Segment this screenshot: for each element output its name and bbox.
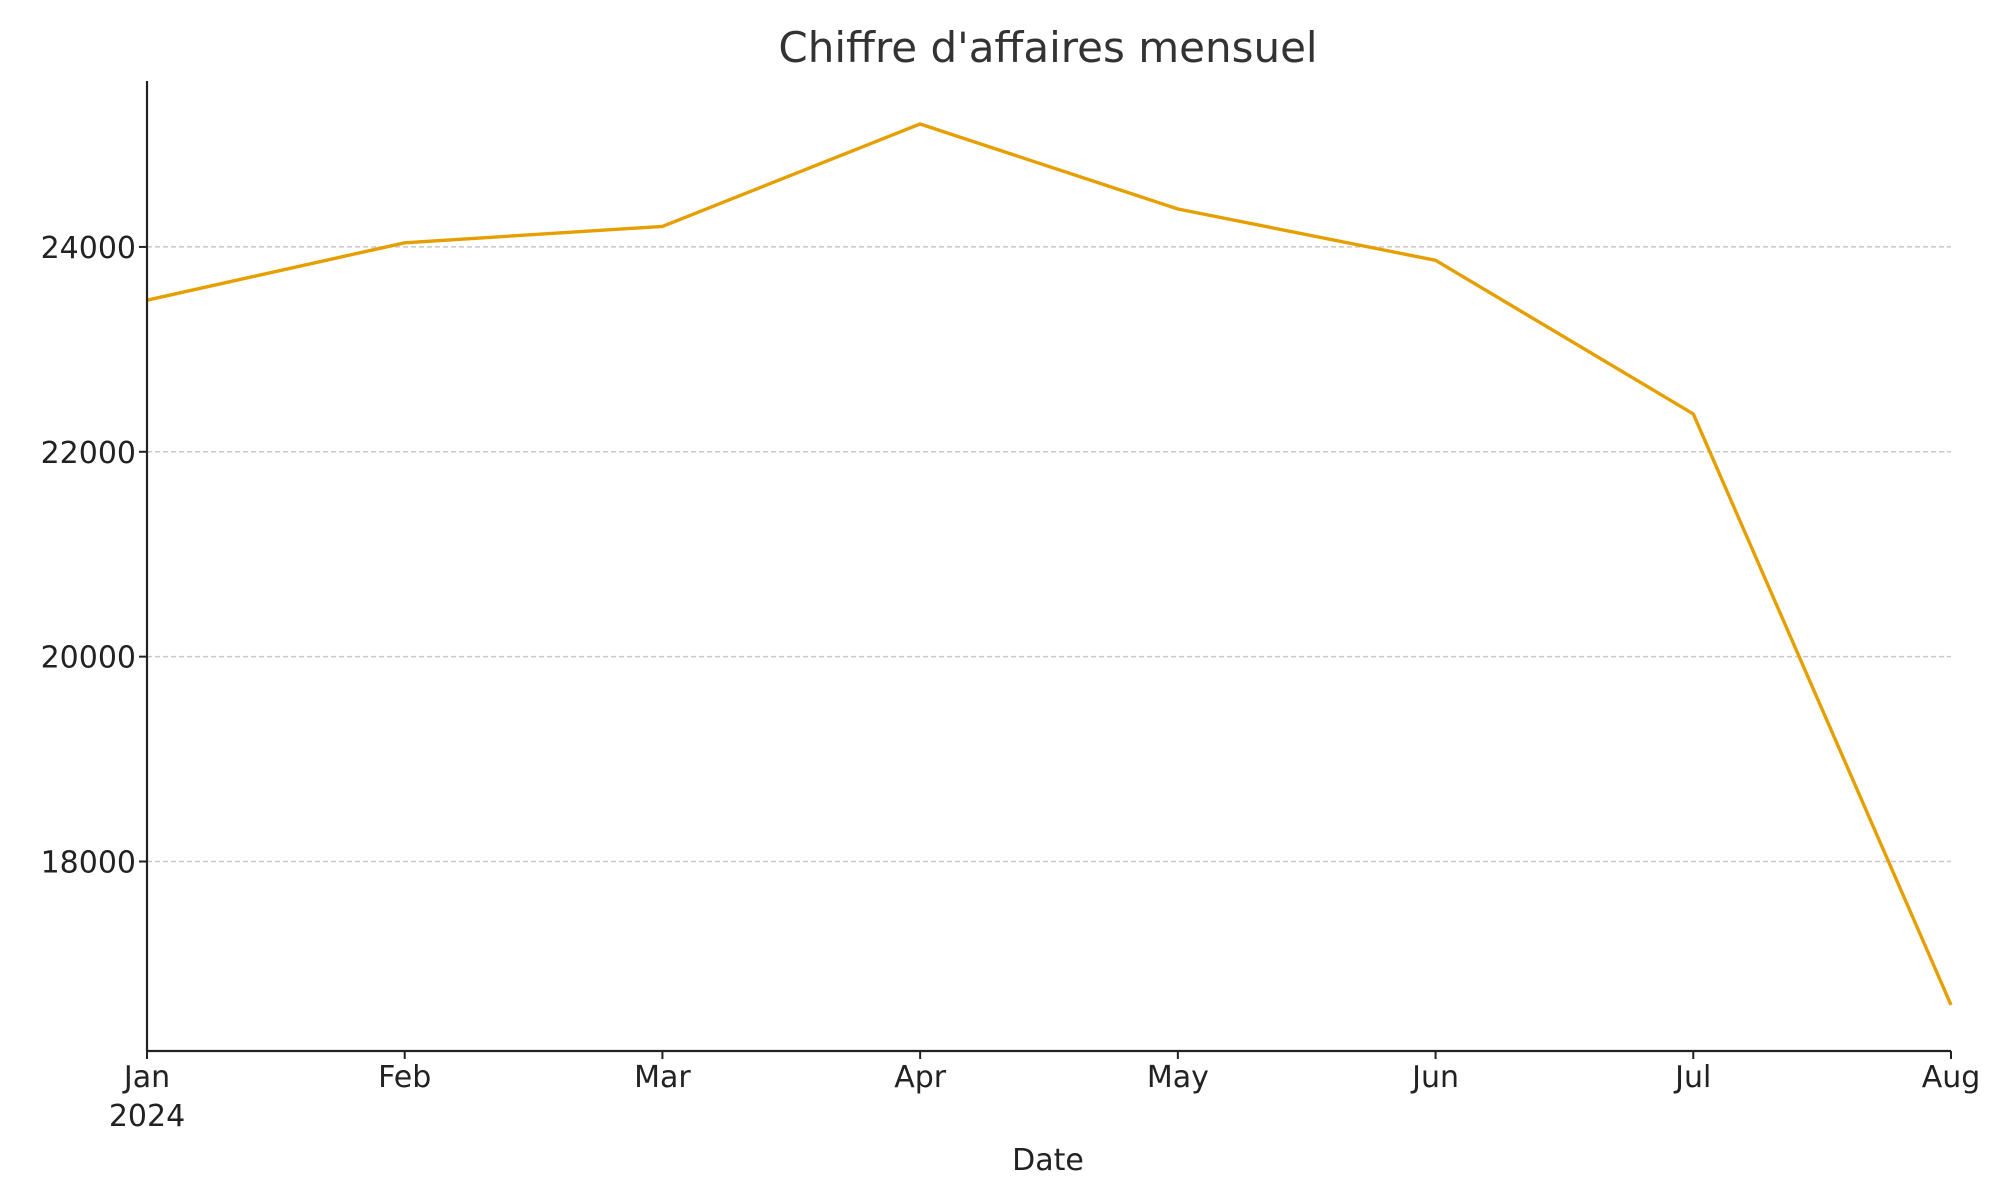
x-axis-ticks: Jan Feb Mar Apr May Jun Jul Aug [122, 1051, 1980, 1095]
y-tick-label: 22000 [41, 436, 136, 471]
series-line [146, 122, 1953, 1006]
x-tick-label: Mar [634, 1060, 691, 1095]
x-tick-label: Apr [894, 1060, 947, 1095]
y-tick-label: 18000 [41, 846, 136, 881]
y-axis-ticks: 18000 20000 22000 24000 [41, 231, 147, 881]
x-tick-label: Aug [1922, 1060, 1981, 1095]
y-tick-label: 24000 [41, 231, 136, 266]
x-tick-label: Jan [122, 1060, 170, 1095]
x-tick-label: Feb [378, 1060, 431, 1095]
x-axis-label: Date [1012, 1143, 1084, 1178]
grid-lines [147, 246, 1951, 863]
y-tick-label: 20000 [41, 641, 136, 676]
chart-title: Chiffre d'affaires mensuel [778, 23, 1317, 72]
x-year-label: 2024 [109, 1099, 185, 1134]
x-tick-label: May [1147, 1060, 1209, 1095]
series-layer [146, 122, 1953, 1006]
x-tick-label: Jul [1673, 1060, 1711, 1095]
x-tick-label: Jun [1410, 1060, 1459, 1095]
